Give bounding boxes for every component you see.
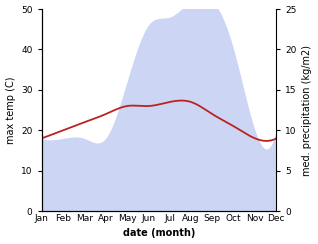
X-axis label: date (month): date (month) (123, 228, 195, 238)
Y-axis label: max temp (C): max temp (C) (5, 76, 16, 144)
Y-axis label: med. precipitation (kg/m2): med. precipitation (kg/m2) (302, 45, 313, 176)
